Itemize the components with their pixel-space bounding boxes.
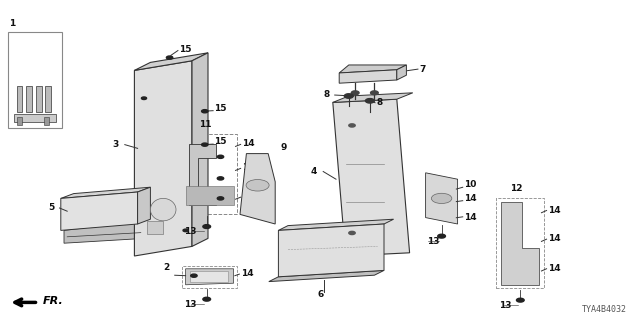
Text: 14: 14	[242, 192, 255, 201]
Text: 8: 8	[376, 98, 383, 107]
Text: 15: 15	[214, 137, 227, 146]
Circle shape	[246, 180, 269, 191]
Text: 3: 3	[112, 140, 118, 149]
Text: 14: 14	[241, 269, 253, 278]
Circle shape	[166, 56, 173, 59]
Text: 14: 14	[242, 164, 255, 172]
Bar	[44, 117, 49, 125]
Bar	[182, 266, 237, 288]
Text: 1: 1	[9, 20, 15, 28]
Text: 4: 4	[310, 167, 317, 176]
Circle shape	[438, 234, 445, 238]
Polygon shape	[138, 187, 150, 224]
Polygon shape	[397, 65, 406, 80]
Polygon shape	[192, 53, 208, 246]
Polygon shape	[339, 70, 397, 83]
Circle shape	[349, 231, 355, 235]
Text: 11: 11	[198, 120, 211, 129]
Circle shape	[516, 298, 524, 302]
Text: 13: 13	[184, 228, 196, 236]
Text: 14: 14	[464, 213, 477, 222]
Circle shape	[344, 94, 353, 98]
Bar	[190, 271, 228, 282]
Bar	[496, 198, 544, 288]
Ellipse shape	[150, 198, 176, 221]
Circle shape	[183, 229, 188, 232]
Polygon shape	[61, 187, 150, 198]
Circle shape	[202, 143, 208, 146]
Polygon shape	[64, 221, 144, 243]
Text: 15: 15	[214, 104, 227, 113]
Bar	[8, 32, 62, 128]
Bar	[45, 86, 51, 112]
Bar	[147, 221, 163, 234]
Circle shape	[203, 297, 211, 301]
Circle shape	[371, 91, 378, 95]
Polygon shape	[333, 93, 413, 102]
Bar	[17, 117, 22, 125]
Polygon shape	[278, 219, 394, 230]
Circle shape	[202, 110, 208, 113]
Bar	[17, 86, 22, 112]
Text: 2: 2	[163, 263, 170, 272]
Circle shape	[141, 97, 147, 100]
Bar	[182, 134, 237, 214]
Circle shape	[217, 155, 224, 158]
Text: FR.: FR.	[43, 296, 63, 306]
Text: 6: 6	[317, 290, 324, 299]
Circle shape	[191, 274, 197, 277]
Text: 14: 14	[548, 205, 561, 214]
Text: 14: 14	[548, 264, 561, 273]
Polygon shape	[134, 53, 208, 70]
Text: 14: 14	[464, 194, 477, 203]
Polygon shape	[339, 65, 406, 73]
Bar	[26, 86, 32, 112]
Polygon shape	[278, 224, 384, 277]
Text: 13: 13	[499, 301, 512, 310]
Text: 10: 10	[464, 180, 476, 189]
Text: 7: 7	[419, 65, 426, 74]
Polygon shape	[61, 192, 138, 230]
Polygon shape	[189, 144, 216, 205]
Bar	[14, 114, 56, 122]
Circle shape	[431, 193, 452, 204]
Bar	[36, 86, 42, 112]
Bar	[186, 186, 234, 205]
Text: 15: 15	[179, 45, 192, 54]
Circle shape	[349, 124, 355, 127]
Polygon shape	[501, 202, 539, 285]
Circle shape	[203, 225, 211, 228]
Circle shape	[351, 91, 359, 95]
Text: 13: 13	[427, 237, 440, 246]
Text: 13: 13	[184, 300, 196, 309]
Polygon shape	[186, 269, 234, 285]
Text: 8: 8	[323, 90, 330, 99]
Text: TYA4B4032: TYA4B4032	[582, 305, 627, 314]
Polygon shape	[333, 99, 410, 256]
Text: 14: 14	[242, 140, 255, 148]
Text: 12: 12	[511, 184, 523, 193]
Text: 14: 14	[548, 234, 561, 243]
Polygon shape	[240, 154, 275, 224]
Circle shape	[217, 177, 224, 180]
Polygon shape	[269, 270, 384, 282]
Text: 9: 9	[280, 143, 287, 152]
Text: 5: 5	[48, 204, 54, 212]
Circle shape	[217, 197, 224, 200]
Polygon shape	[134, 61, 192, 256]
Circle shape	[365, 99, 374, 103]
Polygon shape	[426, 173, 458, 224]
